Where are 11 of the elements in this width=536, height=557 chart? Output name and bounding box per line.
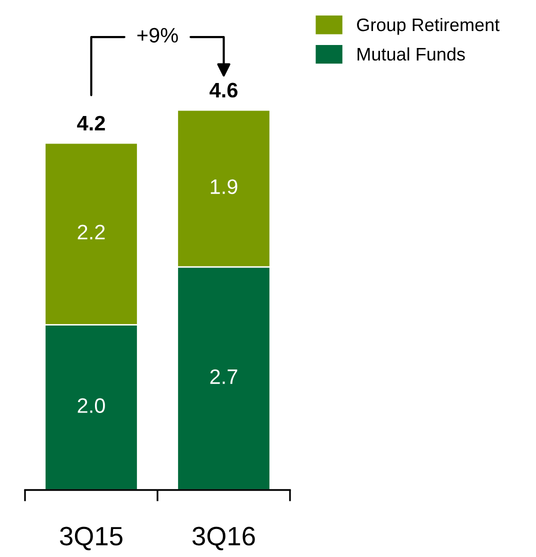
x-tick-label: 3Q16: [192, 526, 255, 550]
text: +9%: [137, 28, 178, 43]
legend-label: Group Retirement: [357, 18, 500, 35]
x-tick-label: 3Q15: [60, 526, 122, 550]
legend-label: Mutual Funds: [358, 47, 465, 61]
total-label: 4.6: [210, 82, 238, 98]
data-label: 1.9: [210, 179, 238, 194]
data-label: 2.7: [210, 369, 238, 384]
data-label: 2.0: [78, 398, 105, 413]
total-label: 4.2: [77, 116, 105, 130]
data-label: 2.2: [78, 224, 105, 240]
